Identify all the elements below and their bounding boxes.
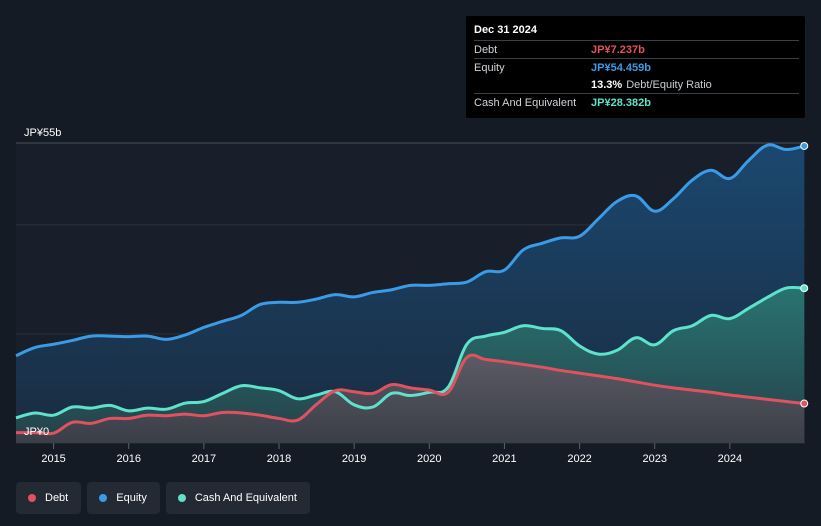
- debt-area: [16, 355, 805, 443]
- tooltip-cash-value: JP¥28.382b: [591, 96, 651, 109]
- tooltip-row-debt: Debt JP¥7.237b: [474, 40, 799, 58]
- y-axis-bottom-label: JP¥0: [24, 426, 49, 438]
- tooltip-panel: Dec 31 2024 Debt JP¥7.237b Equity JP¥54.…: [466, 16, 805, 118]
- x-tick-label: 2024: [718, 453, 742, 465]
- debt-end-marker[interactable]: [800, 399, 809, 408]
- tooltip-row-ratio: 13.3% Debt/Equity Ratio: [474, 76, 799, 93]
- tooltip-date: Dec 31 2024: [474, 24, 537, 36]
- x-tick-label: 2018: [267, 453, 291, 465]
- tooltip-row-equity: Equity JP¥54.459b: [474, 58, 799, 76]
- tooltip-equity-label: Equity: [474, 61, 505, 74]
- equity-line: [15, 143, 805, 358]
- x-tick-label: 2022: [567, 453, 591, 465]
- equity-end-marker[interactable]: [800, 141, 809, 150]
- tooltip-ratio-value: 13.3%: [591, 78, 623, 91]
- cash-line: [15, 285, 805, 420]
- x-tick-label: 2020: [417, 453, 441, 465]
- x-axis-ticks: 2015 2016 2017 2018 2019 2020 2021 2022 2023 2024: [41, 443, 742, 465]
- legend-cash-label: Cash And Equivalent: [194, 492, 297, 504]
- tooltip-debt-label: Debt: [474, 43, 498, 56]
- legend-item-debt[interactable]: Debt: [16, 482, 82, 514]
- legend-item-cash[interactable]: Cash And Equivalent: [165, 482, 310, 514]
- debt-line: [15, 353, 805, 436]
- tooltip-cash-label: Cash And Equivalent: [474, 96, 577, 109]
- x-tick-label: 2023: [642, 453, 666, 465]
- x-tick-label: 2021: [492, 453, 516, 465]
- tooltip-row-cash: Cash And Equivalent JP¥28.382b: [474, 93, 799, 111]
- tooltip-equity-value: JP¥54.459b: [591, 61, 651, 74]
- x-tick-label: 2016: [116, 453, 140, 465]
- legend-item-equity[interactable]: Equity: [87, 482, 160, 514]
- cash-end-marker[interactable]: [800, 284, 809, 293]
- x-tick-label: 2015: [41, 453, 65, 465]
- x-tick-label: 2019: [342, 453, 366, 465]
- chart-legend: Debt Equity Cash And Equivalent: [16, 482, 310, 514]
- equity-legend-dot-icon: [99, 494, 108, 502]
- debt-legend-dot-icon: [28, 494, 36, 502]
- tooltip-debt-value: JP¥7.237b: [591, 43, 645, 56]
- legend-debt-label: Debt: [45, 492, 69, 504]
- legend-equity-label: Equity: [116, 492, 147, 504]
- x-tick-label: 2017: [192, 453, 216, 465]
- tooltip-ratio-text: Debt/Equity Ratio: [626, 78, 712, 91]
- y-axis-top-label: JP¥55b: [24, 127, 61, 139]
- cash-legend-dot-icon: [177, 494, 186, 502]
